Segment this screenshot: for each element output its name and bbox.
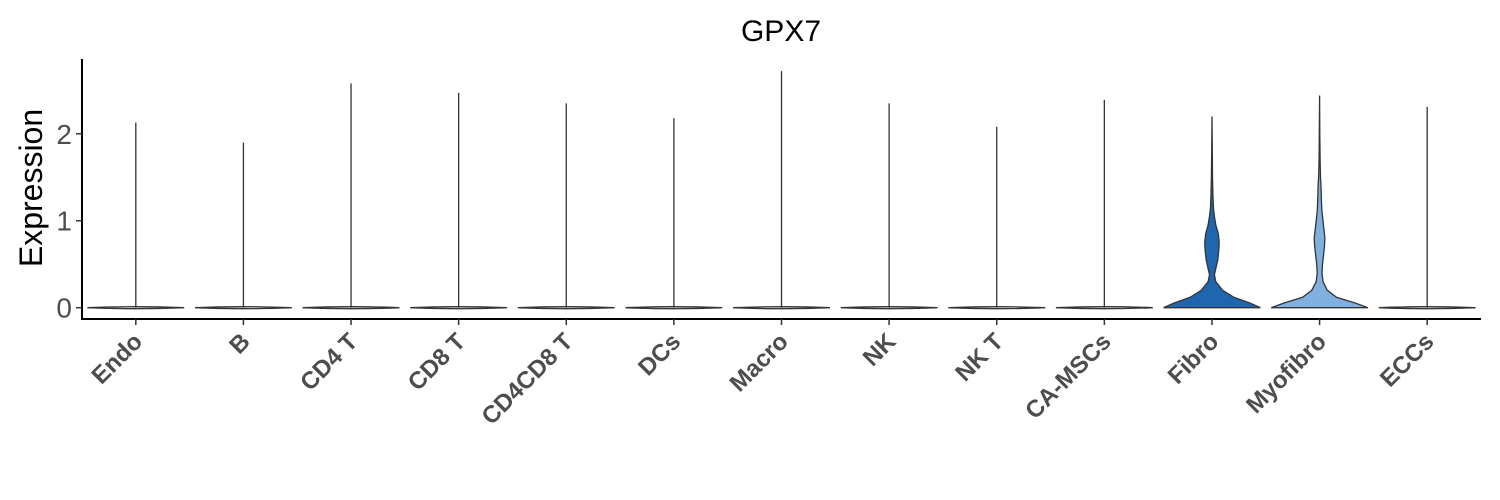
violin-base [87,306,185,310]
violin-ca-mscs [1055,99,1153,310]
x-tick-label: Macro [725,328,794,397]
chart-title: GPX7 [741,15,821,48]
x-tick-label: CD8 T [403,328,471,396]
violin-nk [840,103,938,310]
violin-b [194,142,292,310]
violin-eccs [1378,106,1476,310]
violin-shape [1163,116,1261,309]
x-tick-label: DCs [633,328,686,381]
x-tick-label: ECCs [1375,328,1439,392]
violin-base [302,306,400,310]
violin-base [1378,306,1476,310]
y-tick-label: 2 [56,119,72,150]
violin-base [733,306,830,310]
violin-cd4-t [302,83,400,310]
x-tick-label: Myofibro [1241,328,1332,419]
x-tick-label: Endo [87,328,149,390]
violin-base [517,306,615,310]
y-tick-label: 1 [56,206,72,237]
x-tick-label: Fibro [1163,328,1225,390]
violin-macro [733,71,830,310]
violins-layer [87,71,1476,310]
violin-cd8-t [410,92,508,310]
violin-myofibro [1270,95,1369,309]
violin-shape [1270,95,1369,309]
y-ticks: 0 1 2 [56,119,82,324]
x-tick-label: CD4 T [295,328,363,396]
x-tick-label: CD4CD8 T [476,328,578,430]
violin-base [194,306,292,310]
violin-dcs [625,118,723,310]
x-tick-label: CA-MSCs [1020,328,1116,424]
violin-cd4cd8-t [517,103,615,310]
violin-base [948,306,1046,310]
x-tick-label: NK [858,328,902,372]
y-axis-label: Expression [13,109,49,267]
y-tick-label: 0 [56,293,72,324]
violin-base [625,306,723,310]
x-tick-label: B [224,328,255,359]
violin-base [410,306,508,310]
x-tick-label: NK T [950,328,1009,387]
violin-endo [87,122,185,310]
violin-nk-t [948,126,1046,310]
violin-base [840,306,938,310]
violin-fibro [1163,116,1261,309]
violin-base [1055,306,1153,310]
x-ticks: Endo B CD4 T CD8 T CD4CD8 T DCs Macro NK NK T CA-… [87,319,1439,430]
